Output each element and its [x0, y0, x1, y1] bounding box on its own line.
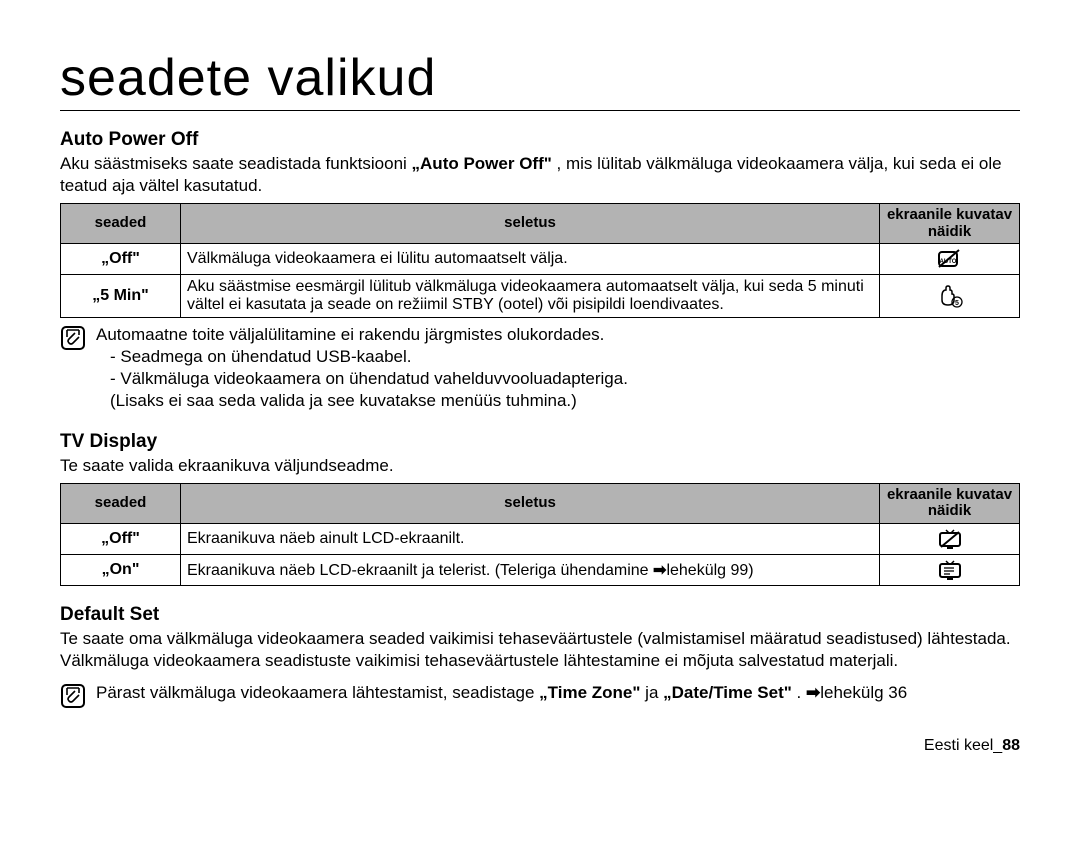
note-auto-power-off: Automaatne toite väljalülitamine ei rake… [60, 324, 1020, 412]
footer-sep: _ [993, 737, 1002, 754]
note-bullet: Välkmäluga videokaamera on ühendatud vah… [110, 368, 628, 390]
arrow-icon: ➡ [806, 683, 820, 702]
cell-setting: „On" [61, 554, 181, 585]
cell-desc: Välkmäluga videokaamera ei lülitu automa… [181, 244, 880, 275]
footer-lang: Eesti keel [924, 737, 993, 754]
tv-on-icon [936, 558, 964, 582]
table-row: „On" Ekraanikuva näeb LCD-ekraanilt ja t… [61, 554, 1020, 585]
desc-pre: Ekraanikuva näeb LCD-ekraanilt ja teleri… [187, 562, 653, 579]
note-default-set: Pärast välkmäluga videokaamera lähtestam… [60, 682, 1020, 715]
note-lead: Automaatne toite väljalülitamine ei rake… [96, 324, 628, 346]
th-seletus: seletus [181, 204, 880, 244]
tv-off-icon [936, 527, 964, 551]
table-auto-power-off: seaded seletus ekraanile kuvatav näidik … [60, 203, 1020, 318]
cell-desc: Ekraanikuva näeb LCD-ekraanilt ja teleri… [181, 554, 880, 585]
footer: Eesti keel_88 [60, 737, 1020, 755]
svg-text:5: 5 [955, 300, 959, 307]
cell-setting: „5 Min" [61, 275, 181, 318]
heading-tv-display: TV Display [60, 431, 1020, 453]
hand-5-icon: 5 [936, 284, 964, 308]
table-tv-display: seaded seletus ekraanile kuvatav näidik … [60, 483, 1020, 586]
cell-icon [880, 554, 1020, 585]
intro-pre: Aku säästmiseks saate seadistada funktsi… [60, 154, 412, 173]
cell-setting: „Off" [61, 523, 181, 554]
note-ref: lehekülg 36 [820, 683, 907, 702]
intro-default-set: Te saate oma välkmäluga videokaamera sea… [60, 628, 1020, 672]
desc-post: lehekülg 99) [666, 562, 753, 579]
note-pre: Pärast välkmäluga videokaamera lähtestam… [96, 683, 539, 702]
footer-page: 88 [1002, 737, 1020, 754]
table-row: „Off" Välkmäluga videokaamera ei lülitu … [61, 244, 1020, 275]
note-icon [60, 325, 86, 357]
auto-off-icon: AUTO [936, 247, 964, 271]
heading-auto-power-off: Auto Power Off [60, 129, 1020, 151]
th-naidik: ekraanile kuvatav näidik [880, 204, 1020, 244]
note-bold2: „Date/Time Set" [663, 683, 792, 702]
th-naidik: ekraanile kuvatav näidik [880, 483, 1020, 523]
cell-icon: 5 [880, 275, 1020, 318]
intro-tv-display: Te saate valida ekraanikuva väljundseadm… [60, 455, 1020, 477]
table-row: „5 Min" Aku säästmise eesmärgil lülitub … [61, 275, 1020, 318]
th-seletus: seletus [181, 483, 880, 523]
cell-desc: Ekraanikuva näeb ainult LCD-ekraanilt. [181, 523, 880, 554]
note-mid: ja [640, 683, 663, 702]
th-seaded: seaded [61, 204, 181, 244]
cell-setting: „Off" [61, 244, 181, 275]
cell-desc: Aku säästmise eesmärgil lülitub välkmälu… [181, 275, 880, 318]
note-tail: (Lisaks ei saa seda valida ja see kuvata… [96, 390, 628, 412]
note-text: Automaatne toite väljalülitamine ei rake… [96, 324, 628, 412]
note-icon [60, 683, 86, 715]
cell-icon [880, 523, 1020, 554]
note-post: . [792, 683, 806, 702]
note-text: Pärast välkmäluga videokaamera lähtestam… [96, 682, 907, 704]
note-bold1: „Time Zone" [539, 683, 640, 702]
arrow-icon: ➡ [653, 562, 666, 579]
intro-auto-power-off: Aku säästmiseks saate seadistada funktsi… [60, 153, 1020, 197]
page-title: seadete valikud [60, 48, 1020, 111]
note-bullet: Seadmega on ühendatud USB-kaabel. [110, 346, 628, 368]
intro-bold: „Auto Power Off" [412, 154, 552, 173]
heading-default-set: Default Set [60, 604, 1020, 626]
table-row: „Off" Ekraanikuva näeb ainult LCD-ekraan… [61, 523, 1020, 554]
cell-icon: AUTO [880, 244, 1020, 275]
th-seaded: seaded [61, 483, 181, 523]
